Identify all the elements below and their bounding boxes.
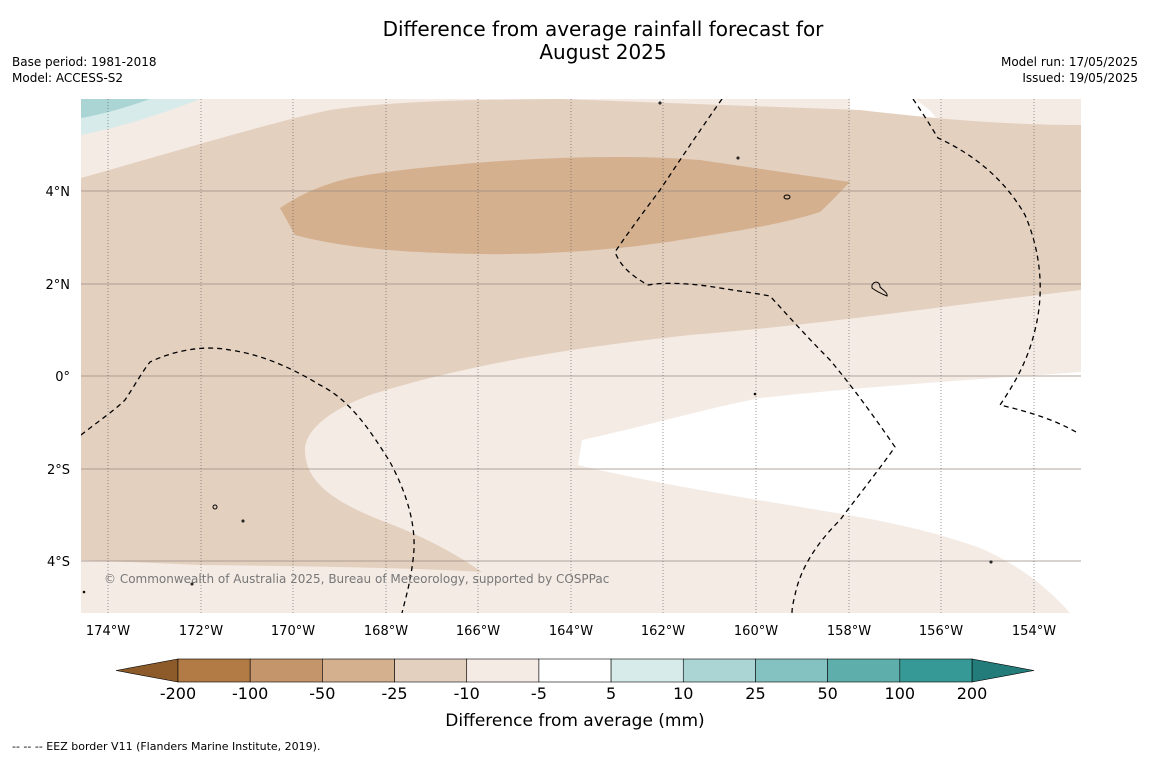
lon-label-164w: 164°W — [549, 624, 593, 639]
colorbar-segment — [682, 658, 756, 683]
lon-labels: 174°W 172°W 170°W 168°W 166°W 164°W 162°… — [86, 624, 1056, 639]
issued-date: Issued: 19/05/2025 — [1022, 71, 1138, 85]
island-dot-7 — [82, 590, 86, 594]
meta-right: Model run: 17/05/2025 Issued: 19/05/2025 — [1001, 54, 1138, 86]
model-run: Model run: 17/05/2025 — [1000, 55, 1138, 69]
colorbar-arrow-high — [971, 658, 1035, 683]
colorbar-segment — [755, 658, 828, 683]
colorbar-segment — [249, 658, 323, 683]
eez-borders — [81, 99, 1077, 613]
lat-label-4s: 4°S — [47, 555, 70, 570]
colorbar-segment — [322, 658, 395, 683]
colorbar-label: -200 — [160, 684, 196, 703]
map-title-line2: August 2025 — [539, 40, 667, 64]
eez-border-kiribati-west — [81, 347, 415, 613]
lon-label-168w: 168°W — [364, 624, 408, 639]
colorbar-label: -5 — [531, 684, 547, 703]
island-dot-5 — [190, 582, 194, 586]
colorbar: -200 -100 -50 -25 -10 -5 5 10 25 50 100 200 — [115, 658, 1035, 703]
lon-label-166w: 166°W — [456, 624, 500, 639]
copyright-note: © Commonwealth of Australia 2025, Bureau… — [104, 572, 610, 586]
colorbar-segment — [177, 658, 251, 683]
island-dot-6 — [989, 560, 993, 564]
band-minus25 — [280, 156, 850, 255]
lat-gridlines — [81, 190, 1081, 562]
base-period: Base period: 1981-2018 — [12, 55, 157, 69]
island-jarvis — [783, 194, 791, 200]
model-name: Model: ACCESS-S2 — [12, 71, 124, 85]
island-dot-1 — [658, 101, 662, 105]
colorbar-label: 100 — [885, 684, 916, 703]
lon-label-154w: 154°W — [1012, 624, 1056, 639]
island-dot-3 — [241, 519, 245, 523]
lon-label-156w: 156°W — [919, 624, 963, 639]
colorbar-segment — [538, 658, 612, 683]
colorbar-label: -10 — [454, 684, 480, 703]
lon-label-172w: 172°W — [179, 624, 223, 639]
lat-label-2n: 2°N — [46, 278, 71, 293]
eez-legend-note: -- -- -- EEZ border V11 (Flanders Marine… — [12, 740, 321, 753]
meta-left: Base period: 1981-2018 Model: ACCESS-S2 — [12, 54, 157, 86]
island-kiritimati — [871, 281, 888, 297]
colorbar-label: 25 — [745, 684, 765, 703]
map-area — [81, 99, 1081, 613]
lon-label-158w: 158°W — [827, 624, 871, 639]
island-dot-2 — [736, 156, 740, 160]
lat-label-2s: 2°S — [47, 463, 70, 478]
lon-label-170w: 170°W — [271, 624, 315, 639]
colorbar-label: -25 — [381, 684, 407, 703]
colorbar-label: -100 — [232, 684, 268, 703]
colorbar-segment — [899, 658, 973, 683]
colorbar-label: 50 — [817, 684, 837, 703]
islands — [82, 101, 993, 594]
lon-label-174w: 174°W — [86, 624, 130, 639]
lon-label-162w: 162°W — [641, 624, 685, 639]
colorbar-segment — [827, 658, 901, 683]
colorbar-label: 10 — [673, 684, 693, 703]
lon-label-160w: 160°W — [734, 624, 778, 639]
island-dot-4 — [753, 392, 757, 396]
colorbar-segment — [466, 658, 540, 683]
map-title-line1: Difference from average rainfall forecas… — [382, 17, 824, 41]
band-teal-mid — [81, 99, 150, 118]
colorbar-title: Difference from average (mm) — [445, 711, 704, 731]
colorbar-label: 200 — [957, 684, 988, 703]
map-title: Difference from average rainfall forecas… — [0, 18, 1150, 64]
eez-border-east — [912, 99, 1077, 433]
lat-label-4n: 4°N — [46, 185, 71, 200]
colorbar-label: 5 — [606, 684, 616, 703]
colorbar-segment — [610, 658, 684, 683]
colorbar-arrow-low — [115, 658, 179, 683]
island-south-1 — [212, 504, 218, 510]
lat-label-0: 0° — [55, 370, 70, 385]
colorbar-label: -50 — [309, 684, 335, 703]
lat-labels: 4°N 2°N 0° 2°S 4°S — [46, 185, 71, 570]
colorbar-segment — [394, 658, 468, 683]
band-neutral-east — [578, 372, 1081, 613]
